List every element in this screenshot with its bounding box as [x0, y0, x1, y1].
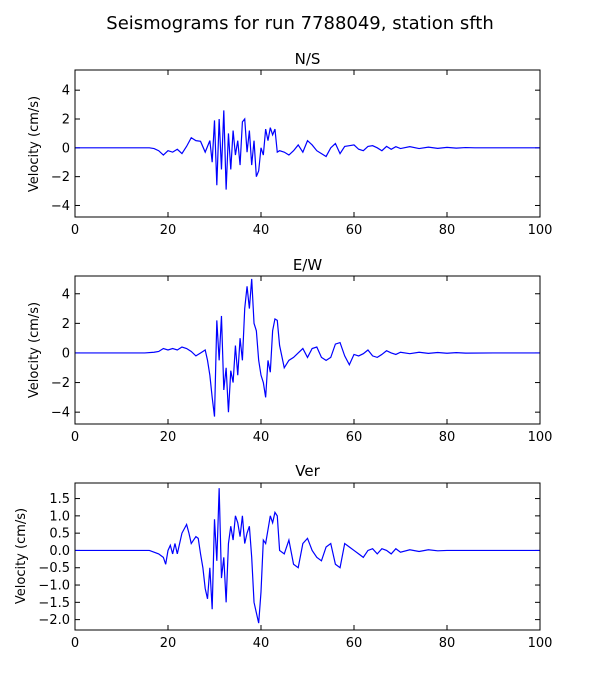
- ns-y-tick-label: −2: [51, 170, 70, 185]
- ns-panel-title: N/S: [295, 50, 321, 68]
- ew-x-tick-label: 80: [439, 430, 456, 445]
- ns-axes-frame: [74, 69, 541, 218]
- ver-velocity-line: [75, 488, 540, 624]
- ns-x-tick-label: 80: [439, 223, 456, 238]
- ver-y-tick-label: −1.0: [38, 579, 70, 594]
- ew-axes-frame: [74, 275, 541, 425]
- ns-velocity-line: [75, 110, 540, 190]
- ver-x-tick-label: 100: [528, 636, 553, 651]
- ver-x-tick-label: 80: [439, 636, 456, 651]
- ver-y-tick-label: −0.5: [38, 561, 70, 576]
- ew-x-tick-label: 40: [253, 430, 270, 445]
- ns-x-tick-label: 60: [346, 223, 363, 238]
- ew-x-tick-label: 60: [346, 430, 363, 445]
- ew-y-tick-label: −4: [51, 406, 70, 421]
- ver-y-tick-label: 0.5: [49, 527, 70, 542]
- ew-panel-title: E/W: [293, 256, 323, 274]
- ver-axes-frame: [74, 482, 541, 631]
- ew-y-tick-label: 0: [62, 346, 70, 361]
- ew-y-tick-label: 4: [62, 287, 70, 302]
- ver-y-tick-label: −1.5: [38, 596, 70, 611]
- ns-y-axis-label: Velocity (cm/s): [27, 96, 42, 192]
- ew-y-tick-label: 2: [62, 317, 70, 332]
- ver-seismogram-panel: Ver Velocity (cm/s) 0 20 40 60 80 100 1.5 1.0 0.…: [14, 462, 552, 651]
- ew-velocity-line: [75, 278, 540, 417]
- ver-ticks: 0 20 40 60 80 100 1.5 1.0 0.5 0.0 −0.5 −1.0 −1.5 −2.0: [38, 483, 552, 651]
- ew-y-tick-label: −2: [51, 376, 70, 391]
- ver-y-tick-label: 0.0: [49, 544, 70, 559]
- figure-title: Seismograms for run 7788049, station sft…: [106, 13, 493, 34]
- ns-y-tick-label: 4: [62, 84, 70, 99]
- ns-x-tick-label: 20: [160, 223, 177, 238]
- ns-y-tick-label: 0: [62, 141, 70, 156]
- ver-y-axis-label: Velocity (cm/s): [14, 508, 29, 604]
- ns-x-tick-label: 0: [71, 223, 79, 238]
- ver-panel-title: Ver: [295, 462, 320, 480]
- ns-y-tick-label: −4: [51, 199, 70, 214]
- ns-y-tick-label: 2: [62, 113, 70, 128]
- ver-y-tick-label: −2.0: [38, 613, 70, 628]
- ew-y-axis-label: Velocity (cm/s): [27, 302, 42, 398]
- ew-x-tick-label: 0: [71, 430, 79, 445]
- ver-x-tick-label: 60: [346, 636, 363, 651]
- ns-x-tick-label: 40: [253, 223, 270, 238]
- ns-x-tick-label: 100: [528, 223, 553, 238]
- ver-x-tick-label: 20: [160, 636, 177, 651]
- ver-x-tick-label: 0: [71, 636, 79, 651]
- ver-y-tick-label: 1.5: [49, 492, 70, 507]
- ew-x-tick-label: 20: [160, 430, 177, 445]
- ver-y-tick-label: 1.0: [49, 509, 70, 524]
- ver-x-tick-label: 40: [253, 636, 270, 651]
- ew-x-tick-label: 100: [528, 430, 553, 445]
